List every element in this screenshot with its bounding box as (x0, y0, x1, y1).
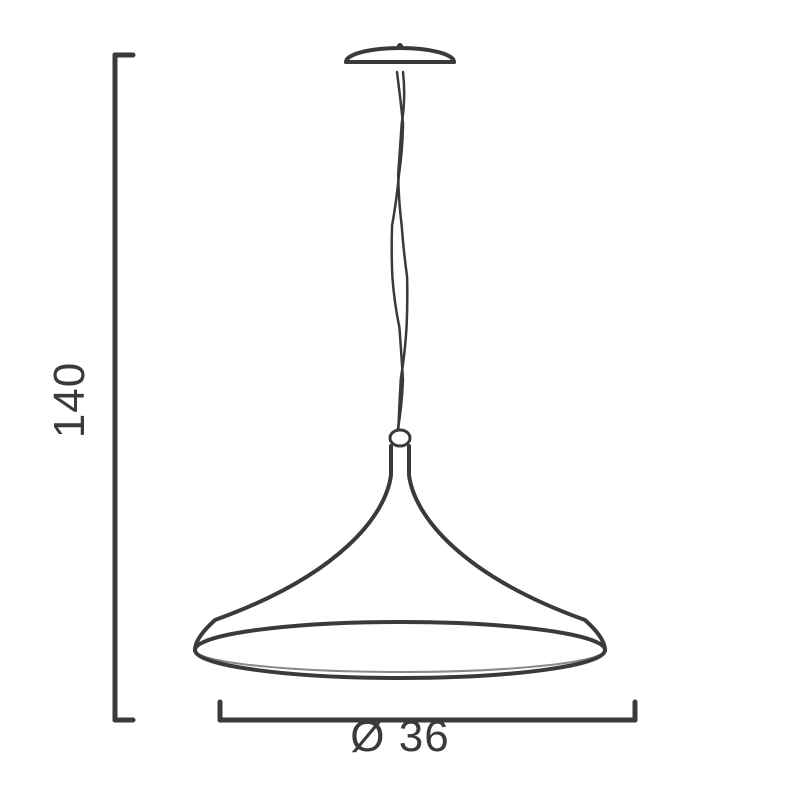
lamp-technical-drawing (0, 0, 800, 800)
height-dimension-label: 140 (45, 362, 95, 438)
diagram-stage: 140 Ø 36 (0, 0, 800, 800)
diameter-dimension-label: Ø 36 (350, 712, 449, 762)
